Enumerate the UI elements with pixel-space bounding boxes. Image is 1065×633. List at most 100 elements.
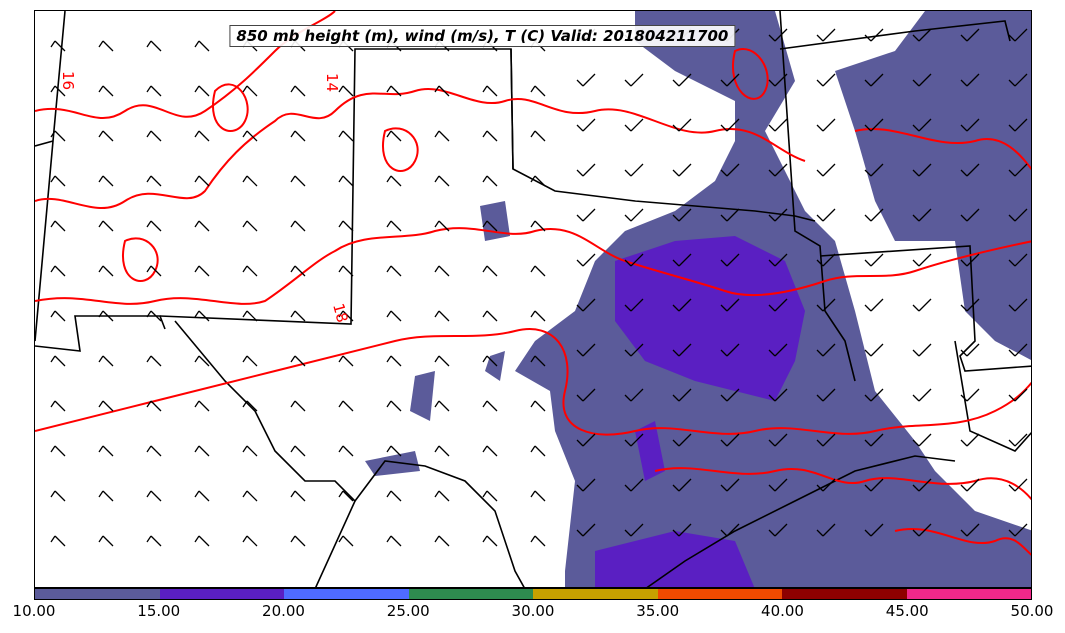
wind-barb: [434, 85, 450, 97]
wind-barb: [482, 265, 498, 277]
wind-barb: [194, 85, 210, 97]
wind-barb: [50, 85, 66, 97]
wind-barb: [98, 40, 114, 52]
wind-barb: [146, 175, 162, 187]
wind-barb: [816, 208, 836, 222]
wind-barb: [816, 433, 836, 447]
wind-barb: [576, 388, 596, 402]
wind-barb: [338, 535, 354, 547]
wind-barb: [242, 130, 258, 142]
wind-barb: [482, 220, 498, 232]
wind-barb: [768, 28, 788, 42]
wind-barb: [912, 73, 932, 87]
wind-barb: [242, 355, 258, 367]
wind-barb: [1008, 523, 1028, 537]
wind-barb: [816, 163, 836, 177]
wind-barb: [1008, 118, 1028, 132]
wind-barb: [624, 343, 644, 357]
wind-barb: [290, 490, 306, 502]
contour-label-18: 18: [329, 301, 351, 324]
wind-speed-shading-15-20: [595, 236, 805, 587]
wind-barb: [50, 400, 66, 412]
wind-barb: [912, 28, 932, 42]
wind-barb: [434, 175, 450, 187]
colorbar-segment: [782, 589, 907, 599]
wind-barb: [720, 433, 740, 447]
colorbar-tick-label: 45.00: [885, 602, 929, 620]
wind-barb: [242, 400, 258, 412]
wind-barb: [194, 400, 210, 412]
wind-barb: [530, 310, 546, 322]
wind-barb: [672, 208, 692, 222]
wind-barbs: [50, 28, 1028, 547]
wind-barb: [530, 445, 546, 457]
wind-barb: [864, 523, 884, 537]
wind-barb: [768, 163, 788, 177]
wind-barb: [816, 253, 836, 267]
wind-barb: [98, 175, 114, 187]
colorbar: [34, 588, 1032, 600]
wind-barb: [816, 343, 836, 357]
wind-barb: [338, 220, 354, 232]
wind-barb: [1008, 343, 1028, 357]
wind-barb: [98, 355, 114, 367]
wind-barb: [338, 265, 354, 277]
wind-barb: [672, 118, 692, 132]
wind-barb: [482, 310, 498, 322]
wind-barb: [386, 400, 402, 412]
wind-barb: [576, 523, 596, 537]
wind-barb: [530, 130, 546, 142]
wind-barb: [912, 433, 932, 447]
wind-barb: [290, 310, 306, 322]
colorbar-segment: [408, 589, 533, 599]
wind-barb: [386, 130, 402, 142]
colorbar-tick-label: 40.00: [761, 602, 804, 620]
wind-barb: [194, 535, 210, 547]
wind-barb: [338, 400, 354, 412]
wind-barb: [864, 253, 884, 267]
wind-barb: [768, 523, 788, 537]
wind-barb: [530, 490, 546, 502]
wind-barb: [482, 535, 498, 547]
wind-barb: [864, 28, 884, 42]
wind-barb: [1008, 298, 1028, 312]
wind-barb: [98, 400, 114, 412]
wind-barb: [624, 298, 644, 312]
wind-barb: [98, 490, 114, 502]
wind-barb: [242, 310, 258, 322]
wind-barb: [434, 490, 450, 502]
wind-barb: [720, 343, 740, 357]
wind-barb: [386, 535, 402, 547]
wind-barb: [912, 343, 932, 357]
wind-barb: [290, 85, 306, 97]
wind-barb: [194, 130, 210, 142]
wind-barb: [816, 298, 836, 312]
wind-barb: [864, 163, 884, 177]
political-boundaries: [35, 11, 1031, 587]
wind-barb: [290, 220, 306, 232]
wind-barb: [386, 310, 402, 322]
wind-barb: [194, 310, 210, 322]
wind-barb: [960, 253, 980, 267]
wind-barb: [576, 73, 596, 87]
wind-barb: [98, 220, 114, 232]
wind-barb: [386, 220, 402, 232]
colorbar-segment: [533, 589, 658, 599]
wind-barb: [434, 265, 450, 277]
wind-barb: [194, 175, 210, 187]
colorbar-tick-label: 10.00: [12, 602, 56, 620]
wind-barb: [434, 220, 450, 232]
wind-barb: [530, 535, 546, 547]
wind-barb: [242, 175, 258, 187]
colorbar-tick-label: 15.00: [137, 602, 181, 620]
wind-barb: [768, 433, 788, 447]
wind-barb: [194, 355, 210, 367]
wind-barb: [864, 118, 884, 132]
wind-barb: [50, 175, 66, 187]
wind-barb: [1008, 478, 1028, 492]
wind-barb: [530, 175, 546, 187]
wind-barb: [1008, 388, 1028, 402]
wind-barb: [386, 85, 402, 97]
wind-barb: [720, 118, 740, 132]
wind-barb: [912, 163, 932, 177]
